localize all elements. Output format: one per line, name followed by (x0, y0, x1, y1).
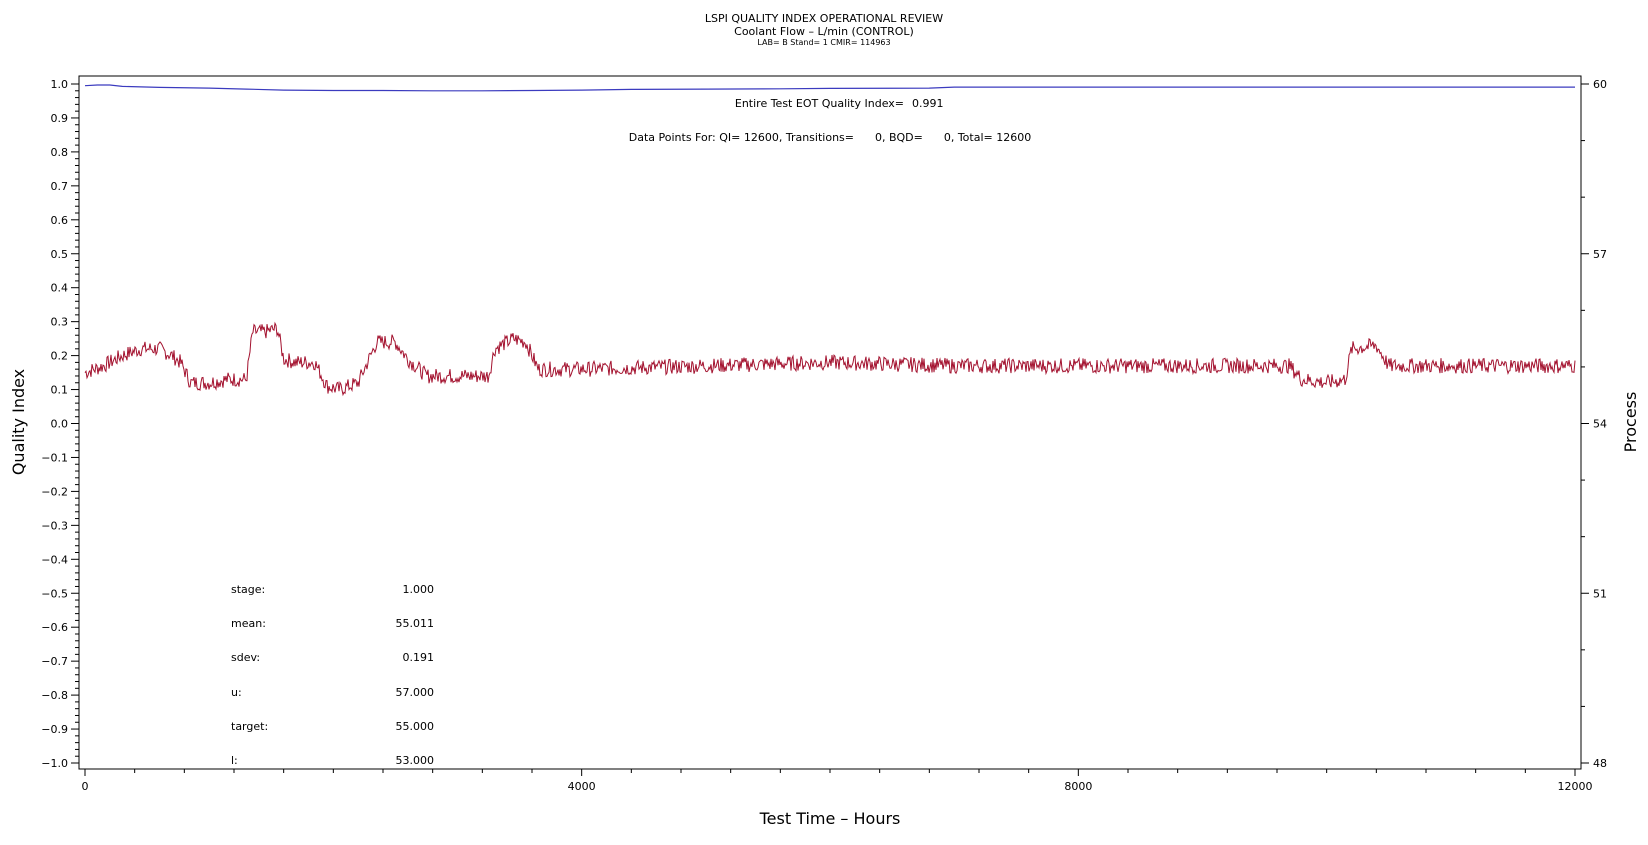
y-tick-label: 0.9 (51, 112, 69, 125)
stat-label-sdev: sdev: (231, 651, 260, 664)
x-tick-label: 4000 (568, 780, 596, 793)
stats-block: stage: 1.000 mean: 55.011 sdev: 0.191 u:… (231, 583, 434, 767)
y-tick-label: −0.7 (41, 655, 68, 668)
y-tick-label: 0.8 (51, 146, 69, 159)
y-tick-label: −0.1 (41, 451, 68, 464)
stat-value-u: 57.000 (396, 686, 435, 699)
y2-tick-label: 48 (1593, 757, 1607, 770)
chart-lab-info: LAB= B Stand= 1 CMIR= 114963 (757, 38, 891, 47)
stat-label-target: target: (231, 720, 268, 733)
y-tick-label: −0.8 (41, 689, 68, 702)
stat-label-u: u: (231, 686, 242, 699)
y-tick-label: 0.5 (51, 248, 69, 261)
chart-header: LSPI QUALITY INDEX OPERATIONAL REVIEW Co… (0, 12, 1648, 48)
y-tick-label: 1.0 (51, 78, 69, 91)
x-axis: 0 4000 8000 12000 (82, 769, 1593, 793)
series-layer (84, 84, 1576, 397)
stat-label-l: l: (231, 754, 238, 767)
stat-value-stage: 1.000 (403, 583, 435, 596)
y-tick-label: −1.0 (41, 757, 68, 770)
eot-quality-value: 0.991 (912, 97, 944, 110)
plot-frame (78, 75, 1582, 770)
stat-label-stage: stage: (231, 583, 265, 596)
y-tick-label: −0.5 (41, 587, 68, 600)
y-axis-right: 60 57 54 51 48 (1581, 78, 1607, 770)
stat-value-l: 53.000 (396, 754, 435, 767)
y2-tick-label: 57 (1593, 248, 1607, 261)
y2-axis-label: Process (1621, 392, 1640, 453)
x-axis-label: Test Time – Hours (759, 809, 901, 828)
x-tick-label: 8000 (1064, 780, 1092, 793)
stat-value-mean: 55.011 (396, 617, 435, 630)
stat-label-mean: mean: (231, 617, 266, 630)
y-tick-label: 0.4 (51, 282, 69, 295)
y2-tick-label: 60 (1593, 78, 1607, 91)
chart-subtitle: Coolant Flow – L/min (CONTROL) (734, 25, 914, 38)
y-tick-label: 0.1 (51, 384, 69, 397)
series-eot-quality-index (84, 84, 1575, 92)
chart-title: LSPI QUALITY INDEX OPERATIONAL REVIEW (704, 12, 944, 25)
y-tick-label: 0.0 (51, 418, 69, 431)
x-tick-label: 0 (82, 780, 89, 793)
eot-quality-label: Entire Test EOT Quality Index= (735, 97, 904, 110)
y-tick-label: 0.7 (51, 180, 69, 193)
y-axis-label: Quality Index (9, 369, 28, 475)
stat-value-target: 55.000 (396, 720, 435, 733)
y-tick-label: 0.6 (51, 214, 69, 227)
stat-value-sdev: 0.191 (403, 651, 435, 664)
y-tick-label: 0.3 (51, 316, 69, 329)
y-tick-label: −0.6 (41, 621, 68, 634)
y2-tick-label: 51 (1593, 587, 1607, 600)
data-points-summary: Data Points For: QI= 12600, Transitions=… (629, 131, 1031, 144)
y-tick-label: −0.4 (41, 553, 68, 566)
y-tick-label: −0.3 (41, 519, 68, 532)
y2-tick-label: 54 (1593, 418, 1607, 431)
y-tick-label: 0.2 (51, 350, 69, 363)
y-axis-left: 1.0 0.9 0.8 0.7 0.6 0.5 0.4 0.3 0.2 0.1 0.0 −0.1 −0.… (41, 78, 79, 770)
x-tick-label: 12000 (1558, 780, 1593, 793)
y-tick-label: −0.9 (41, 723, 68, 736)
y-tick-label: −0.2 (41, 485, 68, 498)
series-coolant-flow (84, 321, 1576, 397)
